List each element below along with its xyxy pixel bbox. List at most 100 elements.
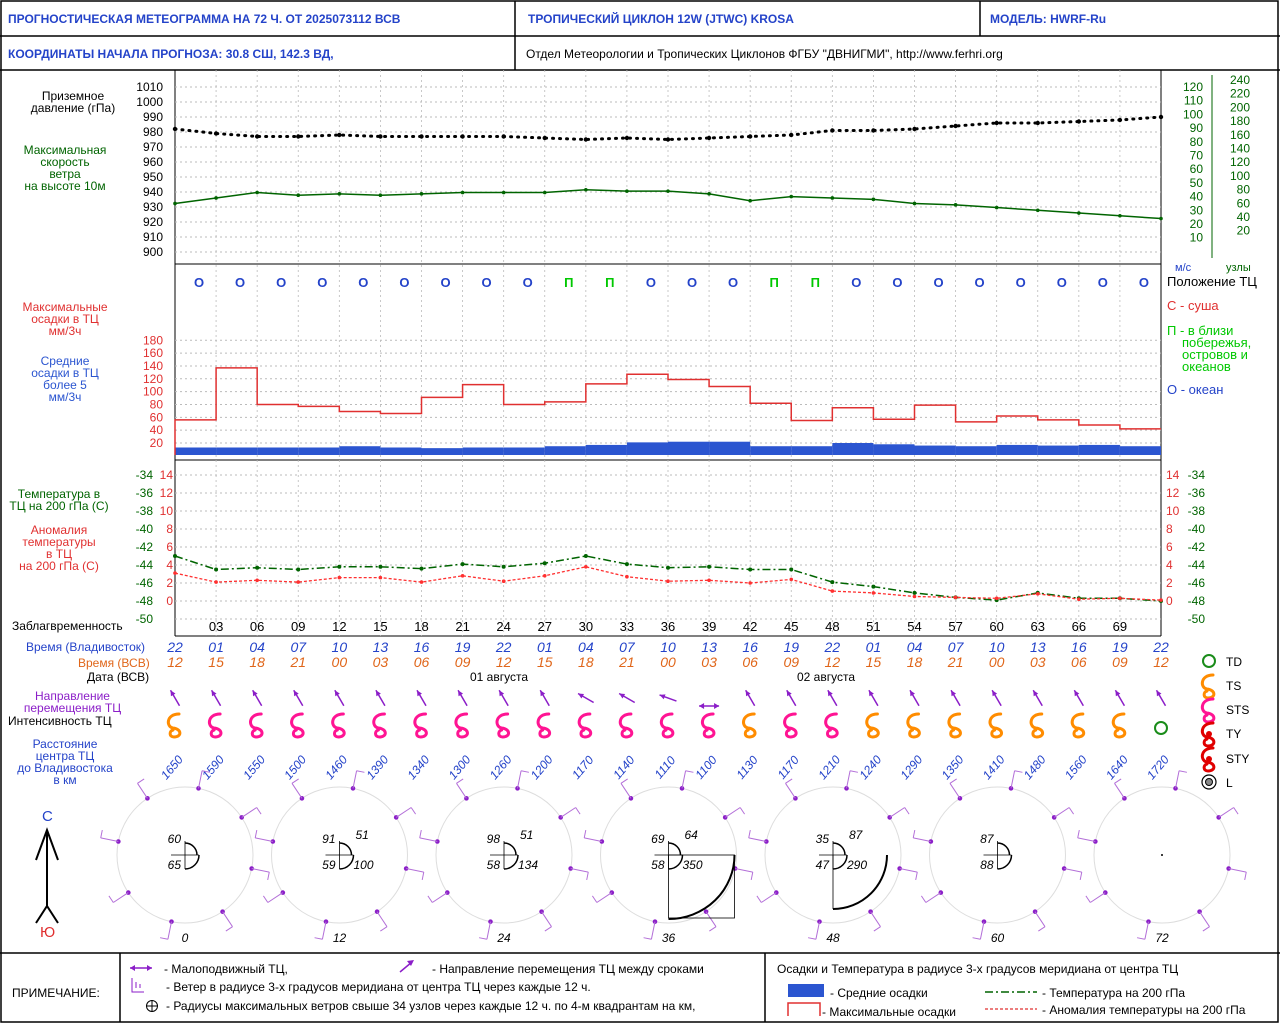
wind-kt-tick: 60 (1237, 196, 1251, 210)
pressure-point (254, 134, 260, 139)
temp-tick-right: -44 (1188, 558, 1206, 572)
position-letter: О (851, 275, 861, 290)
intensity-sts (413, 712, 428, 739)
intensity-ts (1070, 712, 1086, 739)
anom-point (337, 575, 342, 580)
time-vl: 16 (414, 639, 430, 655)
rose-radius-arc (668, 854, 684, 870)
note-wind-icon (131, 978, 144, 993)
wind-kt-tick: 200 (1230, 100, 1250, 114)
temp-tick-right: -42 (1188, 540, 1206, 554)
precip-tick: 120 (143, 372, 163, 386)
wind-kt-tick: 80 (1237, 183, 1251, 197)
wind-barb-flag (520, 770, 530, 773)
wind-barb-flag (380, 926, 388, 932)
wind-radius-label: 87 (980, 832, 995, 846)
anom-point (419, 580, 424, 584)
temp-line (174, 555, 1162, 602)
wind-barb-flag (748, 829, 751, 839)
temp-point (296, 567, 301, 572)
temp-tick-right: -48 (1188, 594, 1206, 608)
wind-radius-label: 88 (980, 858, 994, 872)
time-utc: 15 (537, 654, 553, 670)
wind-barb (1218, 807, 1234, 818)
mean-precip-bar (873, 444, 915, 455)
stationary-arrow-head (699, 703, 720, 709)
mean-precip-bar (380, 447, 422, 455)
wind-point (296, 193, 301, 198)
wind-point (173, 201, 177, 206)
position-land: С - суша (1167, 298, 1219, 313)
rose-radius-arc (339, 842, 353, 856)
mean-precip-bar (1119, 446, 1161, 455)
temp-point (707, 564, 712, 569)
direction-arrow-head (540, 690, 546, 697)
pressure-point (871, 128, 876, 133)
temp-tick-right: -36 (1188, 486, 1206, 500)
lead-label: 45 (784, 619, 798, 634)
lead-label: 27 (538, 619, 552, 634)
pressure-point (830, 128, 835, 133)
intensity-ts (1111, 712, 1127, 739)
wind-point (337, 192, 342, 196)
direction-arrow-head (868, 690, 874, 697)
rose-radius-arc (997, 842, 1011, 856)
pressure-tick: 1000 (136, 95, 163, 109)
wind-point (584, 187, 588, 192)
wind-rose-lead: 72 (1155, 931, 1169, 945)
wind-barb-flag (254, 829, 258, 839)
pressure-point (1158, 114, 1164, 120)
time-utc: 18 (578, 654, 594, 670)
anom-tick-right: 8 (1166, 522, 1173, 536)
temp-point (871, 584, 876, 589)
temp-label: Температура в ТЦ на 200 гПа (С) (9, 487, 109, 513)
temp-point (542, 561, 547, 566)
note-wind3: - Ветер в радиусе 3-х градусов меридиана… (166, 980, 591, 994)
direction-arrow-head (252, 690, 258, 697)
wind-rose-lead: 36 (662, 931, 676, 945)
anom-point (1035, 592, 1040, 596)
note-stationary: - Малоподвижный ТЦ, (164, 962, 288, 976)
lead-label: 24 (496, 619, 510, 634)
note-direction: - Направление перемещения ТЦ между срока… (432, 962, 704, 976)
wind-barb (251, 868, 270, 873)
temp-tick-left: -34 (136, 468, 154, 482)
direction-arrow-head (1074, 690, 1080, 697)
wind-barb (846, 770, 851, 789)
distance-label: 1500 (281, 752, 309, 782)
temp-tick-right: -34 (1188, 468, 1206, 482)
mean-precip-bar (216, 447, 258, 455)
mean-precip-bar (462, 447, 504, 455)
temp-point (583, 554, 588, 558)
temp-point (378, 564, 383, 569)
note-anom200: - Аномалия температуры на 200 гПа (1042, 1003, 1246, 1017)
note-max-swatch (787, 1002, 821, 1016)
wind-rose-lead: 60 (991, 931, 1005, 945)
direction-arrow-head (659, 694, 666, 700)
wind-rose-lead: 12 (333, 931, 347, 945)
wind-barb (1114, 783, 1125, 799)
anom-point (953, 595, 958, 600)
time-utc: 06 (742, 654, 758, 670)
direction-arrow-head (1033, 690, 1039, 697)
position-letter: О (1016, 275, 1026, 290)
wind-radius-label: 59 (322, 858, 336, 872)
grid: 1010100099098097096095094093092091090012… (136, 70, 1251, 636)
precip-tick: 140 (143, 359, 163, 373)
precip-tick: 80 (150, 397, 164, 411)
wind-rose-lead: 24 (496, 931, 511, 945)
wind-radius-label: 60 (168, 832, 182, 846)
position-letter: О (440, 275, 450, 290)
wind-barb (1077, 837, 1096, 842)
wind-point (953, 203, 958, 207)
compass-tail (35, 904, 59, 924)
direction-arrow-head (578, 693, 585, 699)
distance-label: 1640 (1103, 752, 1131, 782)
pressure-tick: 930 (143, 200, 163, 214)
organization: Отдел Метеорологии и Тропических Циклоно… (526, 47, 1003, 61)
anom-point (625, 574, 629, 579)
pressure-point (501, 134, 506, 139)
cyclone-name: ТРОПИЧЕСКИЙ ЦИКЛОН 12W (JTWC) KROSA (528, 12, 794, 26)
wind-barb-flag (709, 926, 717, 932)
temp-tick-left: -40 (136, 522, 154, 536)
